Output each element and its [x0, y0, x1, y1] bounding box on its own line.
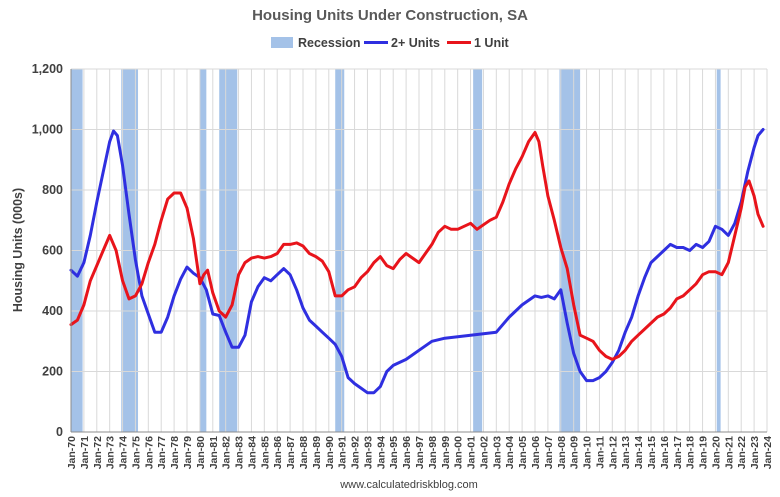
- source-credit: www.calculatedriskblog.com: [339, 479, 478, 491]
- x-tick-label: Jan-04: [504, 436, 516, 469]
- x-tick-label: Jan-85: [259, 436, 271, 469]
- x-tick-label: Jan-23: [749, 436, 761, 469]
- x-tick-label: Jan-05: [517, 436, 529, 469]
- x-tick-label: Jan-79: [182, 436, 194, 469]
- x-tick-label: Jan-93: [362, 436, 374, 469]
- x-tick-label: Jan-80: [195, 436, 207, 469]
- x-tick-label: Jan-91: [337, 436, 349, 469]
- legend: Recession 2+ Units 1 Unit: [271, 36, 510, 50]
- y-tick-labels: 0 200 400 600 800 1,000 1,200: [32, 62, 63, 439]
- x-tick-label: Jan-19: [698, 436, 710, 469]
- x-tick-label: Jan-87: [285, 436, 297, 469]
- legend-label-2plus-units: 2+ Units: [391, 36, 440, 50]
- y-tick-label: 1,000: [32, 123, 63, 137]
- chart-title: Housing Units Under Construction, SA: [252, 7, 528, 24]
- y-axis-label: Housing Units (000s): [11, 188, 25, 312]
- x-tick-label: Jan-07: [543, 436, 555, 469]
- axes: [70, 69, 767, 433]
- x-tick-label: Jan-88: [298, 436, 310, 469]
- x-tick-label: Jan-92: [350, 436, 362, 469]
- x-tick-label: Jan-03: [491, 436, 503, 469]
- x-tick-label: Jan-94: [375, 436, 387, 469]
- x-tick-label: Jan-98: [427, 436, 439, 469]
- x-tick-label: Jan-77: [156, 436, 168, 469]
- x-tick-label: Jan-96: [401, 436, 413, 469]
- x-tick-label: Jan-14: [633, 436, 645, 469]
- x-tick-label: Jan-12: [607, 436, 619, 469]
- x-tick-label: Jan-11: [594, 436, 606, 469]
- x-tick-label: Jan-81: [208, 436, 220, 469]
- x-tick-label: Jan-84: [246, 436, 258, 469]
- series-line-2plus-units: [69, 128, 765, 395]
- y-tick-label: 800: [42, 183, 63, 197]
- y-tick-label: 1,200: [32, 62, 63, 76]
- y-tick-label: 200: [42, 365, 63, 379]
- y-tick-label: 600: [42, 244, 63, 258]
- y-tick-label: 0: [56, 425, 63, 439]
- x-tick-label: Jan-22: [736, 436, 748, 469]
- x-tick-label: Jan-86: [272, 436, 284, 469]
- x-tick-label: Jan-74: [118, 436, 130, 469]
- x-tick-labels: Jan-70 Jan-71 Jan-72 Jan-73 Jan-74 Jan-75 Jan-…: [66, 436, 774, 469]
- series-line-1-unit: [69, 131, 765, 361]
- x-tick-label: Jan-17: [672, 436, 684, 469]
- legend-label-recession: Recession: [298, 36, 361, 50]
- x-tick-label: Jan-83: [234, 436, 246, 469]
- x-tick-label: Jan-02: [478, 436, 490, 469]
- x-tick-label: Jan-16: [659, 436, 671, 469]
- x-tick-label: Jan-21: [723, 436, 735, 469]
- x-tick-label: Jan-78: [169, 436, 181, 469]
- x-tick-label: Jan-76: [143, 436, 155, 469]
- legend-label-1-unit: 1 Unit: [474, 36, 510, 50]
- x-tick-label: Jan-89: [311, 436, 323, 469]
- x-tick-label: Jan-01: [466, 436, 478, 469]
- x-tick-label: Jan-08: [556, 436, 568, 469]
- legend-swatch-recession: [271, 37, 293, 48]
- x-tick-label: Jan-73: [105, 436, 117, 469]
- x-tick-label: Jan-13: [620, 436, 632, 469]
- x-tick-label: Jan-90: [324, 436, 336, 469]
- x-tick-label: Jan-24: [762, 436, 774, 469]
- x-tick-label: Jan-70: [66, 436, 78, 469]
- x-tick-label: Jan-09: [569, 436, 581, 469]
- x-tick-label: Jan-75: [130, 436, 142, 469]
- x-tick-label: Jan-06: [530, 436, 542, 469]
- x-tick-label: Jan-10: [582, 436, 594, 469]
- x-tick-label: Jan-15: [646, 436, 658, 469]
- x-tick-label: Jan-00: [453, 436, 465, 469]
- x-tick-label: Jan-99: [440, 436, 452, 469]
- x-tick-label: Jan-72: [92, 436, 104, 469]
- series-lines: [69, 128, 765, 395]
- x-tick-label: Jan-97: [414, 436, 426, 469]
- y-tick-label: 400: [42, 304, 63, 318]
- x-tick-label: Jan-82: [221, 436, 233, 469]
- x-tick-label: Jan-18: [685, 436, 697, 469]
- x-tick-label: Jan-20: [710, 436, 722, 469]
- x-tick-label: Jan-71: [79, 436, 91, 469]
- x-tick-label: Jan-95: [388, 436, 400, 469]
